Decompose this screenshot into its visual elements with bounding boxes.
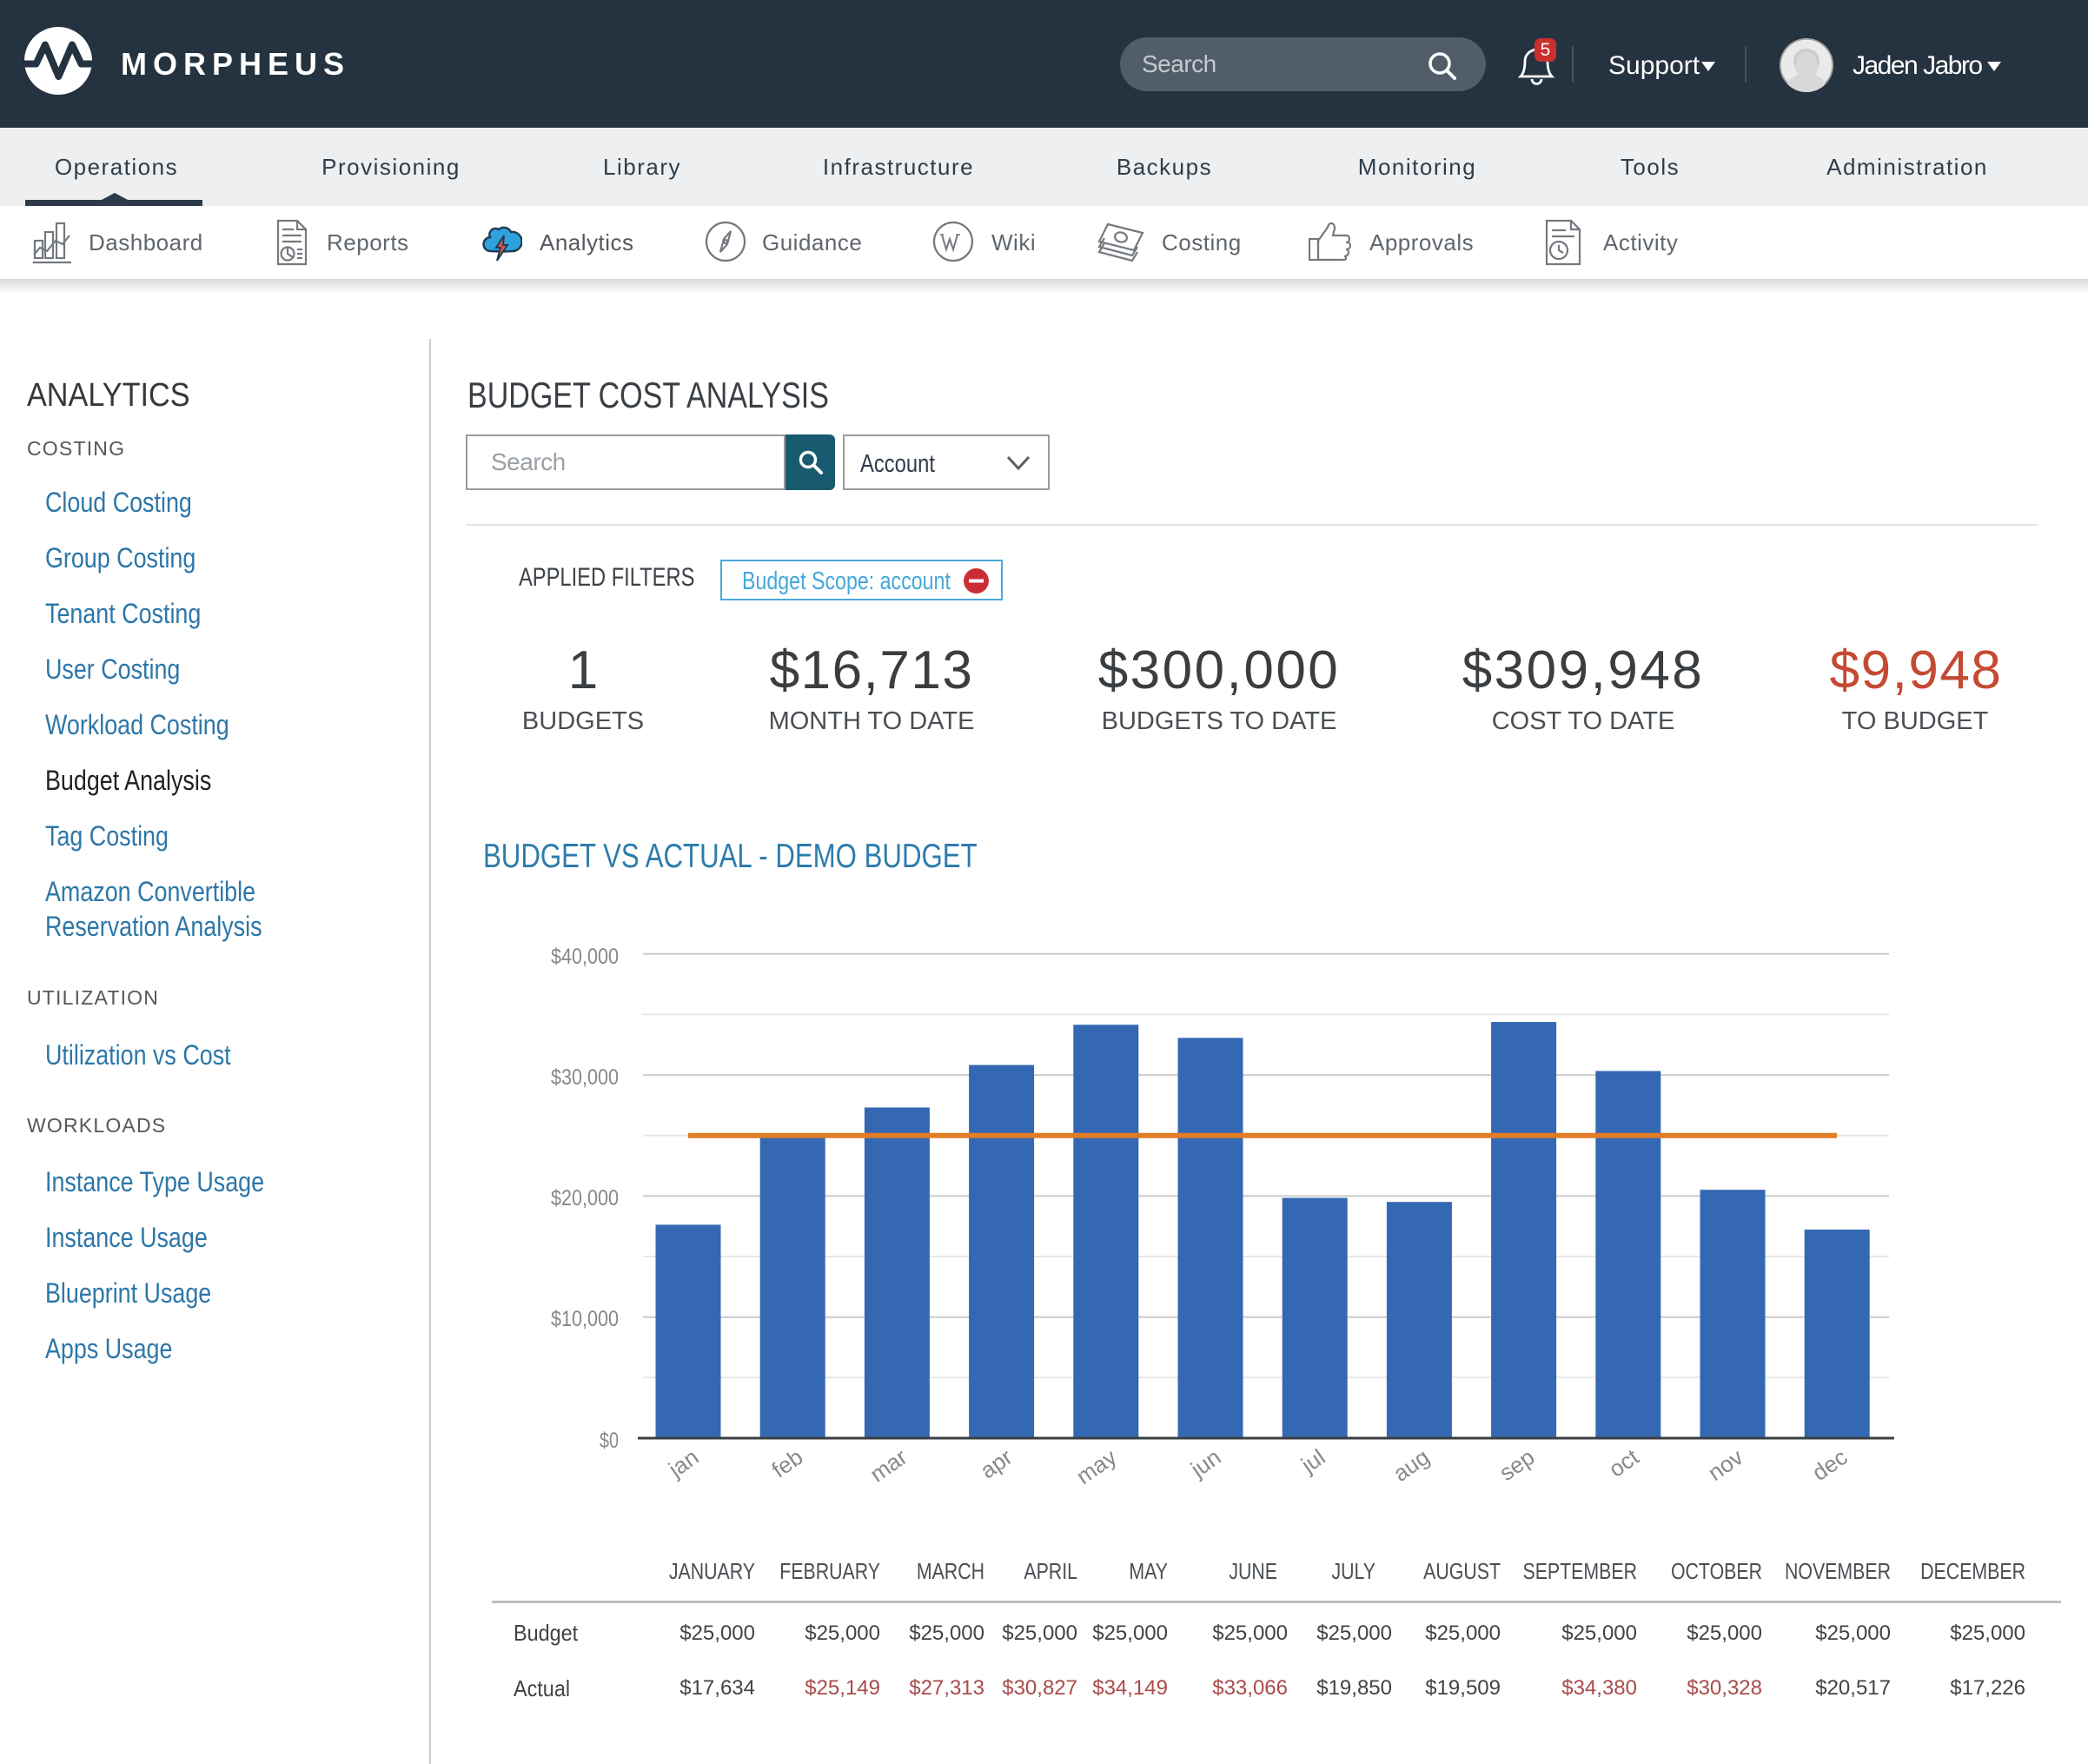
svg-text:$40,000: $40,000: [551, 945, 619, 969]
svg-text:$30,000: $30,000: [551, 1065, 619, 1090]
svg-text:feb: feb: [767, 1443, 808, 1482]
svg-text:jun: jun: [1185, 1443, 1225, 1482]
svg-text:$0: $0: [600, 1429, 619, 1453]
svg-text:jan: jan: [663, 1443, 703, 1482]
svg-text:aug: aug: [1389, 1443, 1435, 1486]
svg-text:sep: sep: [1495, 1443, 1540, 1486]
svg-text:nov: nov: [1703, 1443, 1748, 1486]
svg-text:apr: apr: [975, 1443, 1017, 1483]
svg-text:oct: oct: [1604, 1443, 1644, 1482]
svg-text:$10,000: $10,000: [551, 1307, 619, 1331]
svg-text:mar: mar: [865, 1443, 912, 1487]
svg-text:jul: jul: [1296, 1443, 1329, 1478]
svg-text:$20,000: $20,000: [551, 1186, 619, 1210]
svg-text:may: may: [1071, 1443, 1121, 1489]
svg-text:dec: dec: [1807, 1443, 1853, 1486]
